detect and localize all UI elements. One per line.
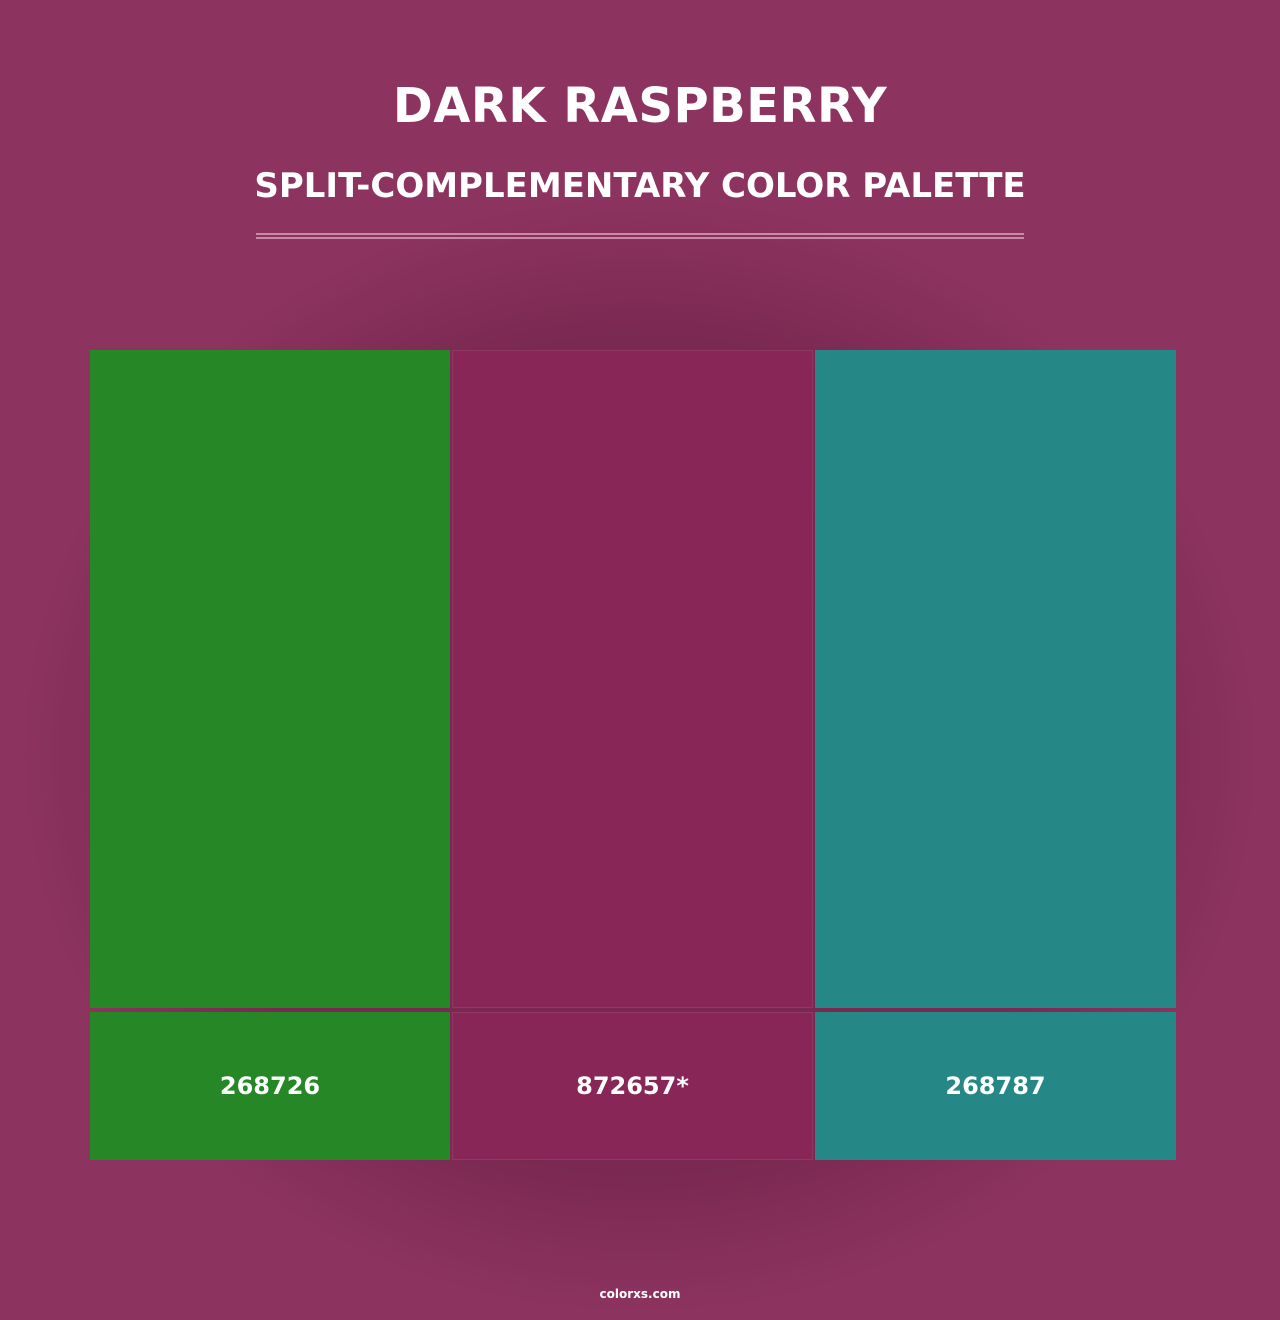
swatch-color-1[interactable]: [90, 350, 450, 1008]
swatch-label-3[interactable]: 268787: [815, 1012, 1176, 1160]
page-title: DARK RASPBERRY: [392, 78, 888, 134]
divider-line: [256, 237, 1024, 239]
swatch-color-2[interactable]: [452, 350, 813, 1008]
swatch-label-1[interactable]: 268726: [90, 1012, 450, 1160]
page-subtitle: SPLIT-COMPLEMENTARY COLOR PALETTE: [254, 166, 1026, 206]
footer-brand[interactable]: colorxs.com: [599, 1287, 681, 1301]
swatch-hex: 872657*: [576, 1072, 689, 1100]
swatch-color-3[interactable]: [815, 350, 1176, 1008]
swatch-hex: 268787: [945, 1072, 1046, 1100]
swatch-hex: 268726: [219, 1072, 321, 1100]
swatch-label-2[interactable]: 872657*: [452, 1012, 813, 1160]
divider-line: [256, 233, 1024, 235]
